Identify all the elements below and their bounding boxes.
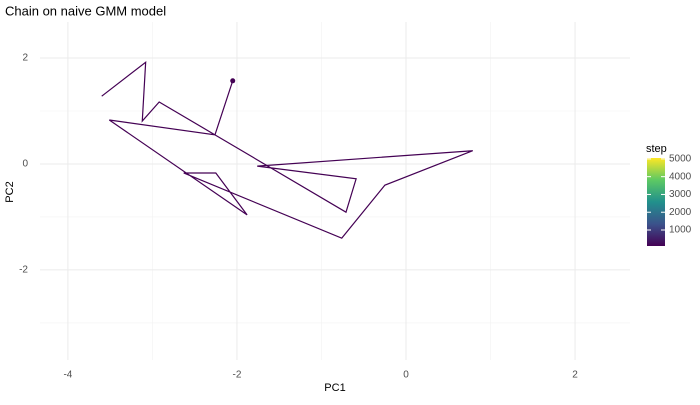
colorbar-label: 3000 <box>669 189 692 200</box>
colorbar-label: 1000 <box>669 225 692 236</box>
x-tick-label: -2 <box>232 370 241 381</box>
colorbar-label: 4000 <box>669 171 692 182</box>
end-point <box>230 78 236 84</box>
y-axis-title: PC2 <box>4 181 16 202</box>
chart-title: Chain on naive GMM model <box>5 3 166 18</box>
x-tick-label: 2 <box>572 370 578 381</box>
x-tick-label: -4 <box>63 370 72 381</box>
y-tick-label: 0 <box>22 159 28 170</box>
chain-path <box>101 60 473 239</box>
x-axis-title: PC1 <box>324 382 345 394</box>
y-tick-label: -2 <box>19 265 28 276</box>
colorbar-label: 5000 <box>669 154 692 165</box>
colorbar <box>647 158 665 246</box>
legend-title: step <box>646 143 667 155</box>
x-tick-label: 0 <box>403 370 409 381</box>
y-tick-label: 2 <box>22 53 28 64</box>
colorbar-label: 2000 <box>669 207 692 218</box>
